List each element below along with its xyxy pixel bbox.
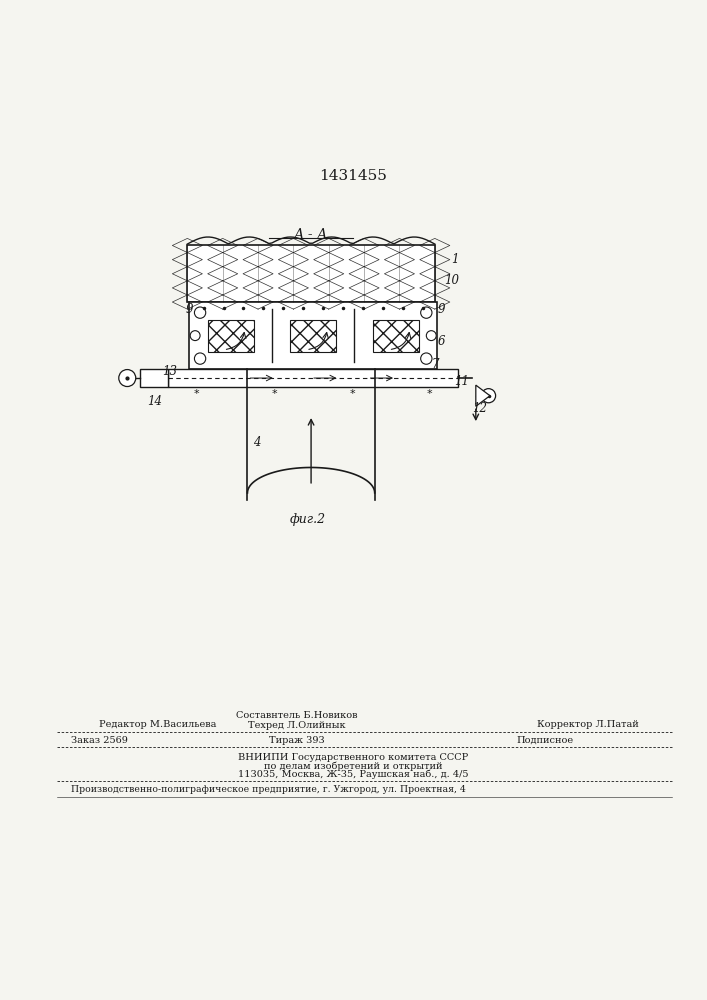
Bar xyxy=(208,320,254,352)
Text: Редактор М.Васильева: Редактор М.Васильева xyxy=(99,720,216,729)
Text: Корректор Л.Патай: Корректор Л.Патай xyxy=(537,720,639,729)
Circle shape xyxy=(190,331,200,341)
Polygon shape xyxy=(476,385,490,406)
Text: *: * xyxy=(194,389,199,399)
Circle shape xyxy=(481,389,496,403)
Text: 13: 13 xyxy=(163,365,177,378)
Text: Составнтель Б.Новиков
Техред Л.Олийнык: Составнтель Б.Новиков Техред Л.Олийнык xyxy=(236,711,358,730)
Text: 113035, Москва, Ж-35, Раушская наб., д. 4/5: 113035, Москва, Ж-35, Раушская наб., д. … xyxy=(238,770,469,779)
Text: ВНИИПИ Государственного комитета СССР: ВНИИПИ Государственного комитета СССР xyxy=(238,753,469,762)
Text: *: * xyxy=(427,389,433,399)
Text: по делам изобретений и открытий: по делам изобретений и открытий xyxy=(264,761,443,771)
Text: *: * xyxy=(271,389,277,399)
Circle shape xyxy=(426,331,436,341)
Text: *: * xyxy=(349,389,355,399)
Text: 9: 9 xyxy=(186,303,194,316)
Text: 11: 11 xyxy=(455,375,469,388)
Bar xyxy=(290,320,336,352)
Text: 4: 4 xyxy=(253,436,261,449)
Circle shape xyxy=(421,353,432,364)
Text: фиг.2: фиг.2 xyxy=(289,513,326,526)
Text: А - А: А - А xyxy=(294,228,328,242)
Text: Подписное: Подписное xyxy=(516,736,573,745)
Text: 6: 6 xyxy=(438,335,445,348)
Text: 1: 1 xyxy=(451,253,459,266)
Bar xyxy=(187,245,435,302)
Circle shape xyxy=(119,370,136,387)
Text: Тираж 393: Тираж 393 xyxy=(269,736,325,745)
Text: 7: 7 xyxy=(431,358,439,371)
Text: Заказ 2569: Заказ 2569 xyxy=(71,736,127,745)
Bar xyxy=(373,320,419,352)
Bar xyxy=(168,369,458,387)
Text: 10: 10 xyxy=(444,274,459,287)
Circle shape xyxy=(194,353,206,364)
Text: 14: 14 xyxy=(147,395,162,408)
Text: Производственно-полиграфическое предприятие, г. Ужгород, ул. Проектная, 4: Производственно-полиграфическое предприя… xyxy=(71,785,466,794)
Bar xyxy=(189,302,437,369)
Text: 1431455: 1431455 xyxy=(320,169,387,183)
Text: 9: 9 xyxy=(438,303,445,316)
Bar xyxy=(140,369,168,387)
Text: 12: 12 xyxy=(472,402,487,415)
Circle shape xyxy=(194,307,206,318)
Circle shape xyxy=(421,307,432,318)
